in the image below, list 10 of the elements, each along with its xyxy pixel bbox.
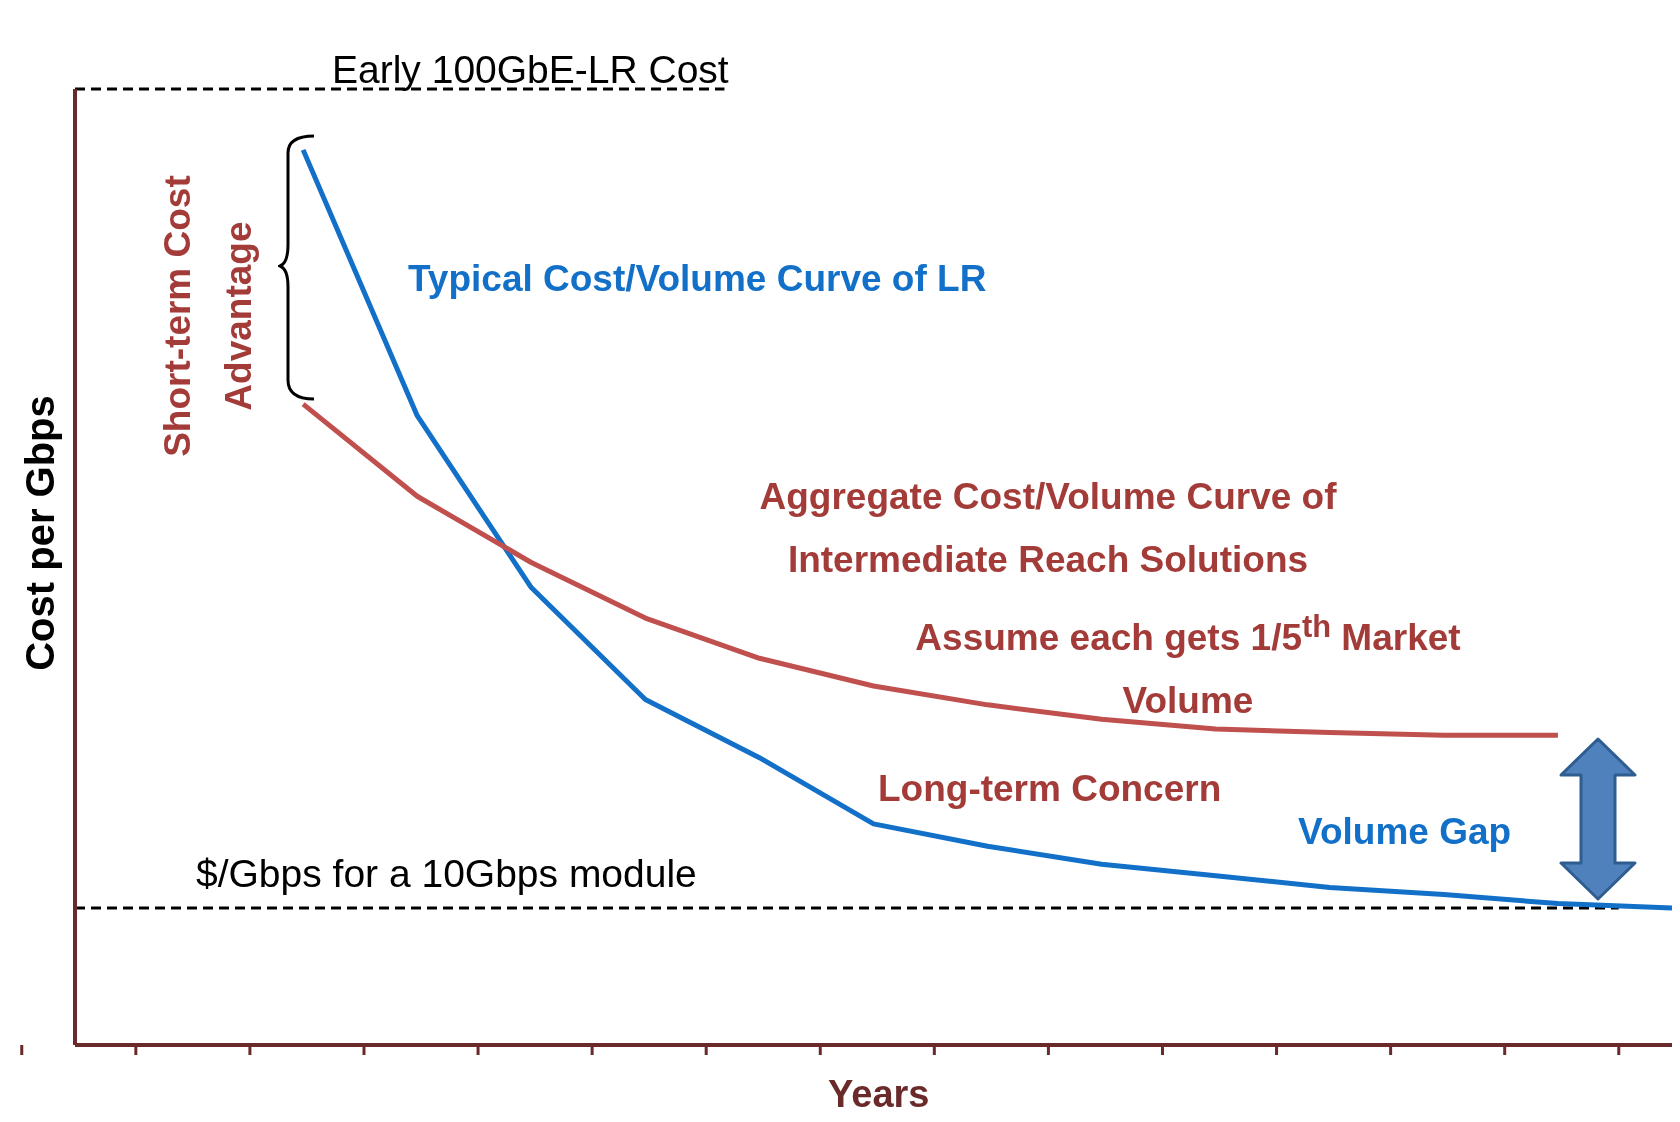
ref-line-label: Early 100GbE-LR Cost xyxy=(332,48,729,92)
series-label: Aggregate Cost/Volume Curve of Intermediate Reach Solutions xyxy=(758,475,1338,582)
annotation: Volume Gap xyxy=(1298,810,1513,854)
annotation: Long-term Concern xyxy=(878,767,1223,811)
ref-line-label: $/Gbps for a 10Gbps module xyxy=(196,852,697,896)
x-axis-title: Years xyxy=(828,1073,930,1116)
text: Assume each gets 1/5$^{th}$ Market Volume xyxy=(915,609,1461,722)
series-label: Typical Cost/Volume Curve of LR xyxy=(408,257,988,301)
y-axis-title: Cost per Gbps xyxy=(17,395,63,671)
annotation: Short-term Cost Advantage xyxy=(155,174,260,459)
